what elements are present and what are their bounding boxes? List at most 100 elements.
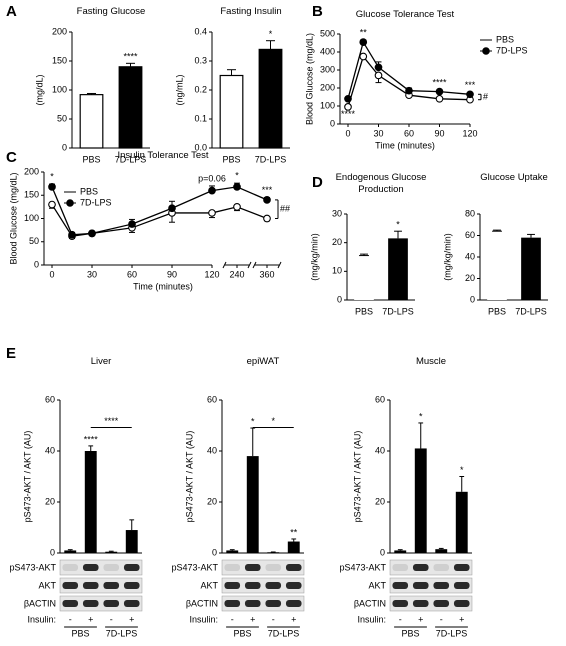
- group-label: 7D-LPS: [106, 628, 138, 638]
- blot-band: [412, 600, 429, 607]
- y-tick-label: 60: [465, 230, 475, 240]
- x-tick-label: 0: [345, 128, 350, 138]
- x-tick-label: PBS: [488, 306, 506, 316]
- chart-title: epiWAT: [246, 356, 280, 367]
- significance: *: [460, 465, 464, 475]
- bar: [287, 541, 300, 553]
- marker: [344, 103, 352, 111]
- significance: ****: [432, 78, 447, 88]
- legend-label: PBS: [80, 186, 98, 196]
- y-tick-label: 100: [320, 100, 335, 110]
- blot-band: [123, 600, 140, 607]
- marker: [359, 38, 368, 46]
- x-axis-label: Time (minutes): [133, 281, 193, 291]
- blot-band: [123, 582, 140, 589]
- y-tick-label: 200: [24, 166, 39, 176]
- axis-break: [252, 261, 257, 269]
- chart-title-box: Fasting Glucose: [77, 6, 146, 17]
- y-tick-label: 10: [332, 266, 342, 276]
- insulin-sign: -: [440, 614, 443, 624]
- chart-title-box: Fasting Insulin: [220, 6, 281, 17]
- y-tick-label: 80: [465, 208, 475, 218]
- blot-band: [285, 600, 302, 607]
- blot-band: [285, 564, 302, 571]
- y-axis-label: (mg/kg/min): [309, 233, 319, 281]
- insulin-sign: -: [231, 614, 234, 624]
- insulin-sign: +: [250, 614, 255, 624]
- x-tick-label: 7D-LPS: [115, 154, 147, 164]
- marker: [374, 71, 383, 80]
- y-tick-label: 0: [212, 547, 217, 557]
- bracket-label: ****: [104, 416, 119, 426]
- x-tick-label: 60: [127, 269, 137, 279]
- marker: [48, 200, 56, 209]
- y-tick-label: 150: [24, 190, 39, 200]
- blot-frame: [59, 577, 143, 594]
- blot-frame: [59, 559, 143, 576]
- x-tick-label: PBS: [222, 154, 240, 164]
- y-tick-label: 0: [380, 547, 385, 557]
- x-tick-label: PBS: [355, 306, 373, 316]
- chart-title-box: Liver: [91, 356, 112, 367]
- blot-band: [392, 600, 409, 607]
- y-tick-label: 150: [52, 55, 67, 65]
- blot-band: [453, 564, 470, 571]
- y-tick-label: 0.3: [194, 55, 207, 65]
- significance: **: [360, 27, 368, 37]
- blot-label: AKT: [368, 580, 386, 590]
- panel-letter: E: [6, 345, 16, 362]
- blot-band: [412, 582, 429, 589]
- chart-title-box: Glucose Uptake: [480, 172, 548, 183]
- marker: [168, 204, 176, 213]
- bar: [118, 66, 143, 149]
- y-tick-label: 40: [207, 445, 217, 455]
- y-tick-label: 0: [470, 294, 475, 304]
- panel-letter: A: [6, 3, 17, 20]
- blot-band: [123, 564, 140, 571]
- bar: [435, 549, 448, 553]
- significance: **: [290, 527, 298, 537]
- y-tick-label: 400: [320, 46, 335, 56]
- blot-label: βACTIN: [354, 598, 386, 608]
- blot-band: [453, 582, 470, 589]
- blot-label: AKT: [200, 580, 218, 590]
- blot-band: [103, 564, 120, 571]
- blot-frame: [221, 595, 305, 612]
- insulin-sign: -: [69, 614, 72, 624]
- y-tick-label: 40: [45, 445, 55, 455]
- y-axis-label: Blood Glucose (mg/dL): [8, 172, 18, 264]
- blot-band: [62, 564, 79, 571]
- axis-break: [277, 261, 282, 269]
- side-note: ##: [280, 204, 290, 214]
- blot-band: [265, 564, 282, 571]
- blot-band: [244, 582, 261, 589]
- significance: p=0.06: [198, 173, 226, 183]
- significance: *: [269, 29, 273, 39]
- y-tick-label: 60: [45, 394, 55, 404]
- blot-band: [453, 600, 470, 607]
- x-tick-label: 240: [229, 269, 244, 279]
- significance: ****: [341, 109, 356, 119]
- blot-band: [433, 582, 450, 589]
- blot-band: [224, 582, 241, 589]
- blot-frame: [221, 577, 305, 594]
- blot-label: βACTIN: [186, 598, 218, 608]
- y-tick-label: 500: [320, 28, 335, 38]
- insulin-sign: -: [272, 614, 275, 624]
- y-tick-label: 100: [24, 213, 39, 223]
- blot-band: [433, 564, 450, 571]
- blot-frame: [389, 595, 473, 612]
- marker: [88, 229, 96, 238]
- group-label: 7D-LPS: [268, 628, 300, 638]
- marker: [233, 203, 241, 211]
- legend-label: PBS: [496, 34, 514, 44]
- y-tick-label: 0: [50, 547, 55, 557]
- chart-title: Insulin Tolerance Test: [117, 150, 209, 161]
- x-tick-label: 360: [259, 269, 274, 279]
- significance: ****: [123, 52, 138, 62]
- group-label: PBS: [233, 628, 251, 638]
- insulin-sign: +: [88, 614, 93, 624]
- group-label: PBS: [401, 628, 419, 638]
- bracket-label: *: [271, 416, 275, 426]
